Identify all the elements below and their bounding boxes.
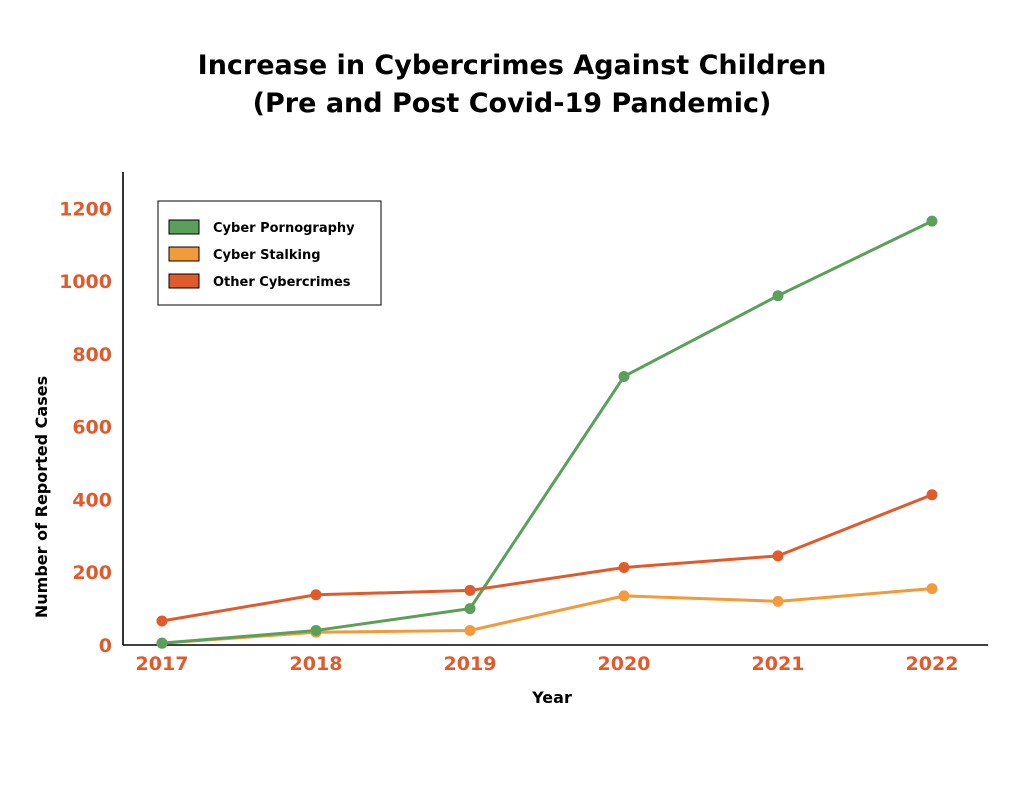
y-axis-label: Number of Reported Cases bbox=[32, 376, 51, 618]
y-tick-label: 1000 bbox=[59, 271, 112, 293]
legend-label: Cyber Pornography bbox=[213, 221, 355, 236]
y-tick-label: 0 bbox=[99, 635, 112, 657]
data-point bbox=[156, 637, 168, 649]
data-point bbox=[772, 550, 784, 562]
y-tick-label: 800 bbox=[72, 344, 112, 366]
data-point bbox=[464, 584, 476, 596]
data-point bbox=[464, 603, 476, 615]
x-tick-label: 2017 bbox=[136, 653, 189, 675]
x-tick-label: 2022 bbox=[906, 653, 959, 675]
data-point bbox=[464, 624, 476, 636]
x-tick-label: 2020 bbox=[598, 653, 651, 675]
x-axis-label: Year bbox=[531, 688, 572, 707]
series-points bbox=[156, 215, 938, 649]
data-point bbox=[618, 590, 630, 602]
x-tick-label: 2021 bbox=[752, 653, 805, 675]
series-lines bbox=[161, 219, 933, 645]
y-tick-labels: 0 200 400 600 800 1000 1200 bbox=[59, 198, 112, 657]
legend-swatch bbox=[168, 246, 200, 262]
legend-swatch bbox=[168, 273, 200, 289]
data-point bbox=[618, 562, 630, 574]
legend-label: Other Cybercrimes bbox=[213, 275, 351, 290]
legend: Cyber Pornography Cyber Stalking Other Cyb… bbox=[157, 200, 382, 306]
data-point bbox=[310, 589, 322, 601]
data-point bbox=[310, 624, 322, 636]
y-tick-label: 600 bbox=[72, 417, 112, 439]
x-tick-labels: 2017 2018 2019 2020 2021 2022 bbox=[136, 653, 959, 675]
series-line-1 bbox=[161, 587, 933, 645]
data-point bbox=[926, 215, 938, 227]
data-point bbox=[772, 290, 784, 302]
chart-title-line-2: (Pre and Post Covid-19 Pandemic) bbox=[252, 88, 772, 119]
x-tick-label: 2019 bbox=[444, 653, 497, 675]
data-point bbox=[618, 370, 630, 382]
data-point bbox=[926, 489, 938, 501]
y-tick-label: 1200 bbox=[59, 198, 112, 220]
legend-swatch bbox=[168, 219, 200, 235]
y-tick-label: 400 bbox=[72, 489, 112, 511]
chart-title-line-1: Increase in Cybercrimes Against Children bbox=[197, 50, 827, 81]
data-point bbox=[926, 583, 938, 595]
legend-label: Cyber Stalking bbox=[213, 248, 321, 263]
data-point bbox=[772, 595, 784, 607]
axes bbox=[122, 172, 988, 646]
series-line-2 bbox=[161, 493, 933, 623]
y-tick-label: 200 bbox=[72, 562, 112, 584]
data-point bbox=[156, 615, 168, 627]
series-line-0 bbox=[161, 219, 933, 645]
x-tick-label: 2018 bbox=[290, 653, 343, 675]
